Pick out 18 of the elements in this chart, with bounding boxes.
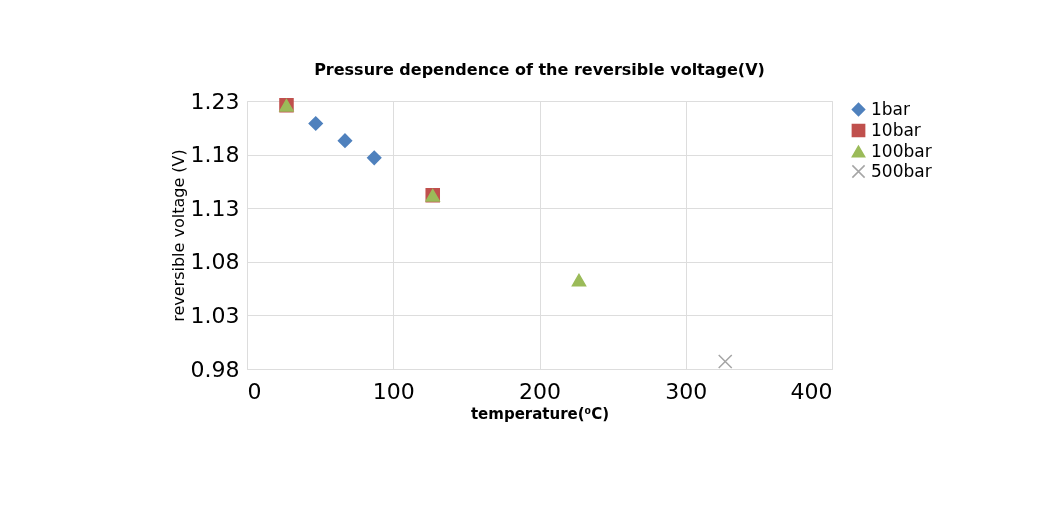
y-tick-label: 0.98 [190,356,240,382]
y-tick-label: 1.08 [190,249,240,275]
legend-label: 100bar [871,140,932,161]
y-tick-label: 1.13 [190,195,240,221]
x-tick-label: 300 [665,378,708,404]
y-tick-label: 1.23 [190,88,240,114]
legend-label: 500bar [871,160,932,181]
x-tick-label: 200 [519,378,561,404]
y-axis-title: reversible voltage (V) [168,149,188,322]
x-tick-label: 0 [247,378,262,404]
y-tick-label: 1.03 [190,302,240,328]
legend-label: 1bar [871,98,911,119]
legend-label: 10bar [871,119,921,140]
x-tick-label: 400 [790,378,833,404]
chart-title: Pressure dependence of the reversible voltage(V) [314,60,765,79]
x-tick-label: 100 [372,378,415,404]
x-axis-title: temperature(⁰C) [470,404,610,423]
y-tick-label: 1.18 [190,142,240,168]
